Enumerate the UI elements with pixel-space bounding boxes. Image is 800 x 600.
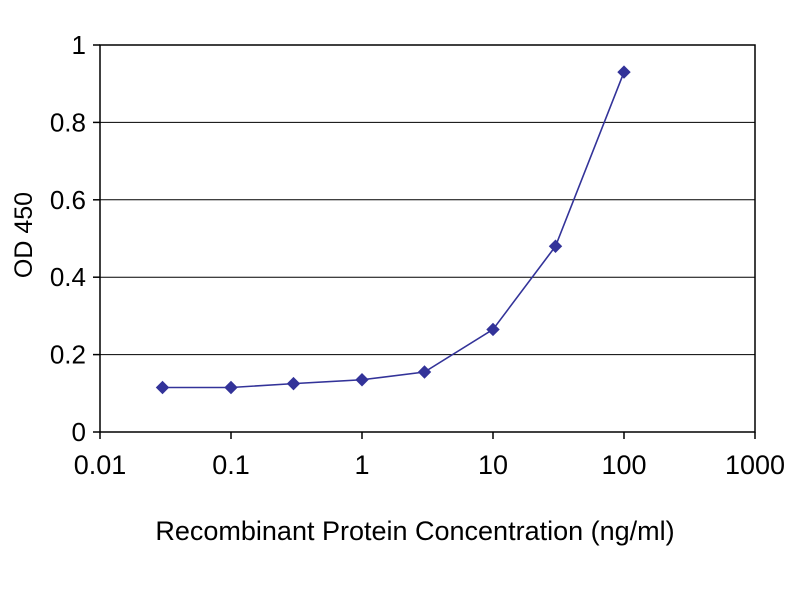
data-point-marker [417,365,432,379]
data-point-marker [548,239,563,253]
y-axis-title: OD 450 [10,192,38,278]
x-tick-label: 0.1 [212,450,250,480]
x-tick-label: 0.01 [74,450,127,480]
x-tick-label: 1000 [725,450,785,480]
data-point-marker [486,322,500,337]
x-tick-label: 100 [601,450,646,480]
series-line [162,71,625,389]
x-tick-label: 1 [354,450,369,480]
x-axis-title: Recombinant Protein Concentration (ng/ml… [155,516,674,546]
plot-border [99,44,756,433]
y-tick-label: 0.8 [50,107,86,137]
data-point-marker [224,380,238,395]
y-tick-label: 0.6 [50,185,86,215]
y-tick-label: 0 [72,417,86,447]
x-tick-label: 10 [478,450,508,480]
data-point-marker [617,65,631,79]
data-point-marker [155,380,170,395]
plot-area: 0 0.2 0.4 0.6 0.8 1 0.01 0.1 1 10 100 1000 [50,30,785,480]
y-tick-label: 0.2 [50,340,86,370]
data-point-marker [286,376,301,391]
y-tick-label: 0.4 [50,262,86,292]
data-point-marker [355,373,369,387]
y-tick-label: 1 [72,30,86,60]
